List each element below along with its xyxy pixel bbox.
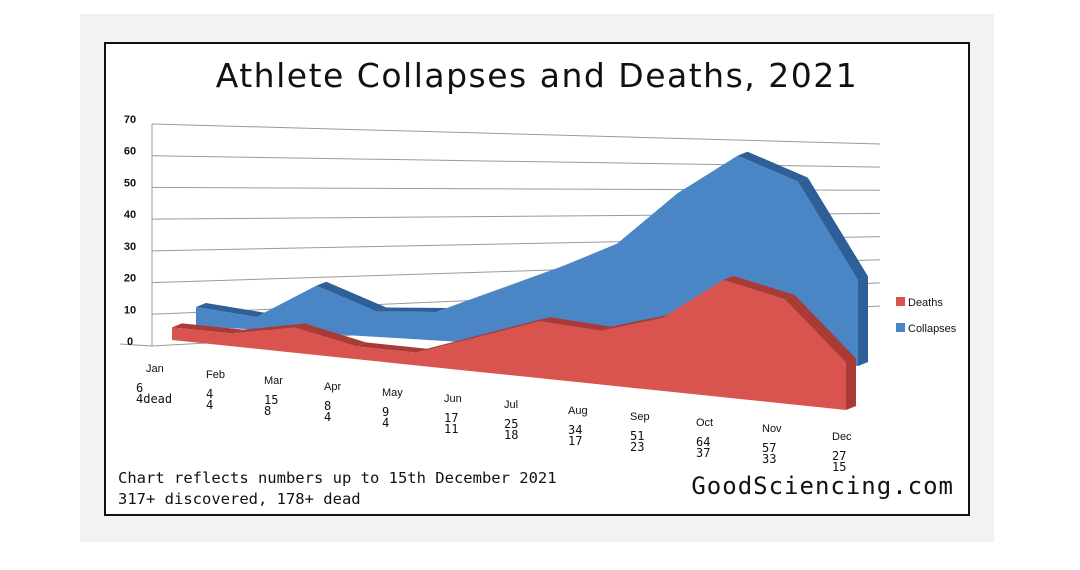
death-count-sep: 23: [630, 440, 644, 454]
chart-frame: Athlete Collapses and Deaths, 2021 0 10 20…: [104, 42, 970, 516]
area-chart-3d: 010203040506070Jan64deadFeb44Mar158Apr84…: [119, 114, 957, 474]
chart-title: Athlete Collapses and Deaths, 2021: [215, 56, 859, 95]
collapse-count-nov: 57: [762, 441, 776, 455]
source-brand: GoodSciencing.com: [691, 472, 954, 500]
x-tick-label-dec: Dec: [832, 431, 852, 443]
collapses-top-ribbon: [737, 151, 808, 182]
deaths-top-ribbon: [784, 294, 856, 363]
deaths-top-ribbon: [539, 317, 611, 331]
x-tick-label-sep: Sep: [630, 411, 650, 423]
x-tick-label-may: May: [382, 387, 403, 399]
death-count-apr: 4: [324, 410, 331, 424]
x-tick-label-aug: Aug: [568, 405, 588, 417]
y-tick-label: 20: [124, 273, 136, 285]
deaths-area: [172, 279, 846, 410]
gridline: [151, 123, 881, 145]
x-tick-label-jan: Jan: [146, 363, 164, 375]
y-tick-label: 70: [124, 114, 136, 126]
collapse-count-oct: 64: [696, 435, 710, 449]
deaths-top-ribbon: [600, 313, 673, 331]
death-count-nov: 33: [762, 452, 776, 466]
collapse-count-mar: 15: [264, 393, 278, 407]
collapses-top-ribbon: [496, 264, 568, 291]
x-tick-label-feb: Feb: [206, 369, 225, 381]
collapse-count-apr: 8: [324, 399, 331, 413]
legend-swatch-collapses: [896, 323, 905, 332]
collapse-count-feb: 4: [206, 387, 213, 401]
y-tick-label: 60: [124, 146, 136, 158]
x-tick-label-apr: Apr: [324, 381, 341, 393]
collapses-top-ribbon: [376, 307, 447, 313]
x-tick-label-mar: Mar: [264, 375, 283, 387]
collapse-count-aug: 34: [568, 423, 582, 437]
collapse-count-may: 9: [382, 405, 389, 419]
death-count-may: 4: [382, 416, 389, 430]
death-count-jun: 11: [444, 422, 458, 436]
deaths-end-cap: [846, 358, 856, 410]
death-count-aug: 17: [568, 434, 582, 448]
footnote-line-1: Chart reflects numbers up to 15th Decemb…: [118, 469, 557, 487]
deaths-top-ribbon: [417, 332, 489, 353]
collapse-count-jan: 6: [136, 381, 143, 395]
footnote-line-2: 317+ discovered, 178+ dead: [118, 490, 361, 508]
x-tick-label-nov: Nov: [762, 423, 782, 435]
deaths-top-ribbon: [294, 323, 366, 347]
y-tick-label: 40: [124, 209, 136, 221]
collapses-top-ribbon: [797, 177, 868, 281]
death-count-oct: 37: [696, 446, 710, 460]
x-tick-label-jul: Jul: [504, 399, 518, 411]
death-count-mar: 8: [264, 404, 271, 418]
collapses-top-ribbon: [436, 286, 507, 313]
death-count-dec: 15: [832, 460, 846, 474]
legend-label-collapses: Collapses: [908, 323, 957, 335]
collapse-count-sep: 51: [630, 429, 644, 443]
legend-swatch-deaths: [896, 297, 905, 306]
y-tick-label: 0: [127, 336, 133, 348]
collapses-end-cap: [858, 276, 868, 366]
death-count-jul: 18: [504, 428, 518, 442]
deaths-top-ribbon: [355, 342, 428, 353]
floor-edge: [119, 343, 153, 347]
collapse-count-dec: 27: [832, 449, 846, 463]
y-tick-label: 30: [124, 241, 136, 253]
y-tick-label: 50: [124, 177, 136, 189]
death-count-jan: 4dead: [136, 392, 172, 406]
legend-label-deaths: Deaths: [908, 297, 943, 309]
footnote: Chart reflects numbers up to 15th Decemb…: [118, 468, 557, 510]
deaths-top-ribbon: [233, 323, 305, 334]
collapse-count-jun: 17: [444, 411, 458, 425]
y-tick-label: 10: [124, 304, 136, 316]
deaths-top-ribbon: [172, 323, 244, 334]
deaths-top-ribbon: [723, 275, 795, 299]
collapses-top-ribbon: [316, 281, 387, 312]
death-count-feb: 4: [206, 398, 213, 412]
collapse-count-jul: 25: [504, 417, 518, 431]
collapses-top-ribbon: [196, 302, 267, 317]
deaths-top-ribbon: [478, 317, 550, 337]
x-tick-label-jun: Jun: [444, 393, 462, 405]
x-tick-label-oct: Oct: [696, 417, 713, 429]
